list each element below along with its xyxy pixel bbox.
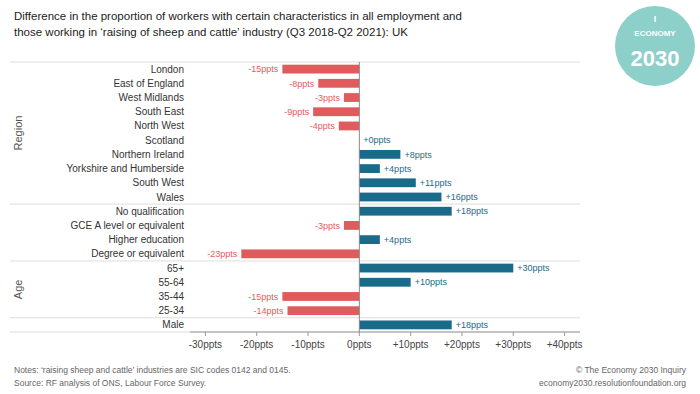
x-tick-label: +20ppts (444, 339, 480, 350)
bars (241, 65, 513, 330)
data-label: -15ppts (248, 64, 279, 74)
x-tick (256, 332, 257, 336)
data-label: -15ppts (248, 292, 279, 302)
category-label: No qualification (116, 206, 184, 217)
data-label: +30ppts (517, 263, 550, 273)
category-label: Scotland (145, 135, 184, 146)
x-tick-label: +40ppts (547, 339, 583, 350)
group-separator (10, 204, 580, 205)
data-label: -9ppts (284, 107, 310, 117)
bar (339, 122, 360, 131)
x-tick-label: -30ppts (189, 339, 222, 350)
chart: Difference in the proportion of workers … (0, 0, 700, 394)
x-tick (513, 332, 514, 336)
title: Difference in the proportion of workers … (14, 10, 462, 22)
data-label: -4ppts (310, 121, 336, 131)
bar (344, 221, 359, 230)
group-separator (10, 62, 580, 63)
category-label: Higher education (108, 234, 184, 245)
x-tick-label: -10ppts (291, 339, 324, 350)
category-label: Northern Ireland (112, 149, 184, 160)
x-tick (461, 332, 462, 336)
x-tick (359, 332, 360, 336)
x-tick (308, 332, 309, 336)
category-label: Wales (157, 192, 184, 203)
badge-text: ECONOMY (634, 29, 676, 38)
data-label: +0ppts (363, 135, 391, 145)
category-label: 25-34 (158, 305, 184, 316)
bar (288, 306, 360, 315)
bar (313, 107, 359, 116)
badge-text: 2030 (631, 46, 680, 71)
data-label: -14ppts (253, 306, 284, 316)
bar (359, 193, 441, 202)
data-label: -23ppts (207, 249, 238, 259)
group-separator (10, 332, 580, 333)
category-label: Male (162, 319, 184, 330)
x-axis-line (190, 332, 580, 333)
data-label: +10ppts (415, 277, 448, 287)
category-label: London (151, 64, 184, 75)
subtitle: those working in ‘raising of sheep and c… (14, 26, 408, 38)
bar (241, 249, 359, 258)
bar (359, 278, 410, 287)
data-label: +4ppts (384, 235, 412, 245)
badge-circle (615, 6, 695, 86)
x-tick-label: +10ppts (393, 339, 429, 350)
badge: I ECONOMY 2030 (615, 6, 695, 86)
bar (318, 79, 359, 88)
data-label: +11ppts (420, 178, 452, 188)
category-label: South East (135, 106, 184, 117)
data-label: +4ppts (384, 164, 412, 174)
category-label: East of England (113, 78, 184, 89)
group-label: Age (12, 280, 24, 300)
x-tick-label: -20ppts (240, 339, 273, 350)
x-tick (205, 332, 206, 336)
category-label: 35-44 (158, 291, 184, 302)
bar (359, 235, 380, 244)
data-label: +16ppts (445, 192, 478, 202)
copyright: economy2030.resolutionfoundation.org (539, 378, 686, 388)
note: Source: RF analysis of ONS, Labour Force… (14, 378, 206, 388)
category-label: 65+ (167, 263, 184, 274)
data-label: -3ppts (315, 221, 341, 231)
data-label: -3ppts (315, 93, 341, 103)
badge-text: I (654, 14, 657, 24)
x-tick (564, 332, 565, 336)
x-tick-label: 0ppts (347, 339, 371, 350)
bar (282, 292, 359, 301)
bar (359, 207, 451, 216)
category-label: South West (132, 177, 184, 188)
x-tick-label: +30ppts (495, 339, 531, 350)
category-label: 55-64 (158, 277, 184, 288)
bar (359, 164, 380, 173)
group-separator (10, 317, 580, 318)
category-label: GCE A level or equivalent (71, 220, 185, 231)
bar (359, 178, 415, 187)
data-label: +18ppts (456, 206, 489, 216)
group-separator (10, 260, 580, 261)
zero-line (359, 62, 360, 332)
bar (359, 320, 451, 329)
note: Notes: ‘raising sheep and cattle’ indust… (14, 365, 291, 375)
data-label: -8ppts (289, 79, 315, 89)
category-label: Yorkshire and Humberside (67, 163, 185, 174)
category-label: West Midlands (119, 92, 184, 103)
copyright: © The Economy 2030 Inquiry (576, 365, 687, 375)
x-tick (410, 332, 411, 336)
category-label: Degree or equivalent (91, 248, 184, 259)
data-label: +18ppts (456, 320, 489, 330)
data-label: +8ppts (404, 150, 432, 160)
group-label: Region (12, 116, 24, 151)
bar (344, 93, 359, 102)
category-label: North West (134, 120, 184, 131)
bar (282, 65, 359, 74)
bar (359, 150, 400, 159)
bar (359, 264, 513, 273)
